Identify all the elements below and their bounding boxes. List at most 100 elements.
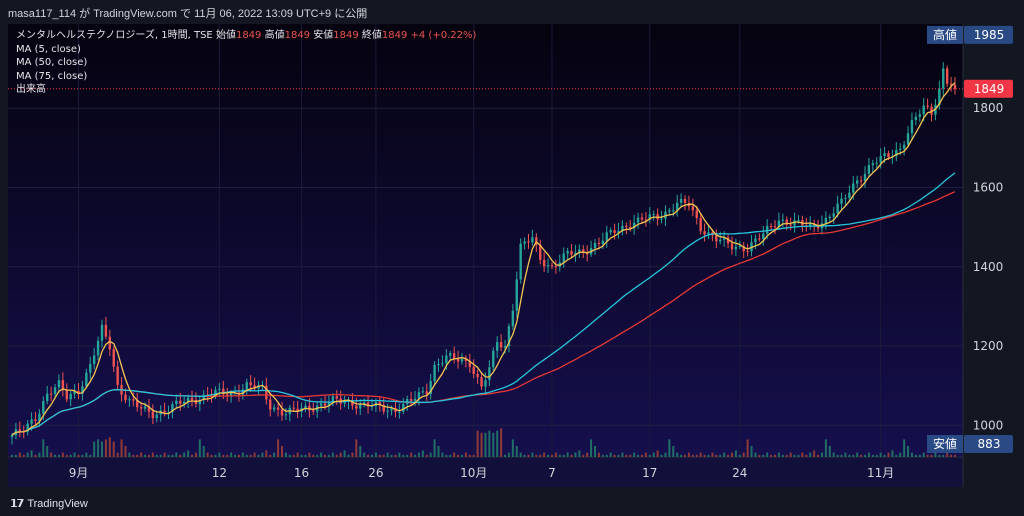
candle-body — [202, 394, 205, 401]
x-tick-label: 11月 — [867, 466, 894, 480]
candle-body — [926, 105, 929, 107]
candle-body — [241, 389, 245, 395]
volume-bar — [324, 454, 327, 457]
volume-bar — [449, 454, 452, 457]
volume-bar — [605, 454, 608, 457]
volume-bar — [836, 454, 839, 457]
volume-bar — [183, 452, 186, 457]
volume-bar — [147, 454, 150, 457]
volume-bar — [167, 454, 170, 457]
candle-body — [49, 393, 53, 395]
candle-body — [644, 219, 648, 221]
y-tick-label: 1400 — [973, 260, 1004, 274]
publish-bar: masa117_114 が TradingView.com で 11月 06, … — [0, 0, 1024, 24]
volume-bar — [296, 452, 299, 457]
legend-ma50[interactable]: MA (50, close) — [16, 57, 88, 68]
candle-body — [226, 394, 229, 396]
volume-bar — [727, 454, 730, 457]
candle-body — [942, 68, 945, 89]
volume-bar — [468, 454, 471, 457]
candle-body — [359, 404, 362, 409]
x-tick-label: 9月 — [69, 466, 89, 480]
candle-body — [828, 216, 831, 218]
volume-bar — [570, 454, 573, 457]
legend-high-value: 1849 — [284, 30, 311, 41]
volume-bar — [11, 454, 13, 457]
candle-body — [527, 241, 530, 243]
volume-bar — [402, 454, 405, 457]
volume-bar — [374, 452, 377, 457]
volume-bar — [128, 452, 131, 457]
volume-bar — [226, 454, 229, 457]
volume-bar — [617, 454, 620, 457]
candle-body — [38, 413, 41, 422]
candle-body — [675, 202, 679, 211]
y-tick-label: 1000 — [973, 418, 1004, 432]
volume-bar — [253, 452, 256, 457]
volume-bar — [699, 452, 702, 457]
volume-bar — [359, 446, 362, 457]
candle-body — [844, 197, 847, 199]
candle-body — [167, 412, 170, 414]
candle-body — [519, 243, 522, 280]
volume-bar — [805, 454, 808, 457]
volume-bar — [116, 452, 119, 457]
candle-body — [875, 162, 878, 164]
y-tick-label: 1800 — [973, 101, 1004, 115]
candle-body — [511, 310, 515, 327]
candle-body — [730, 243, 734, 250]
publish-line: masa117_114 が TradingView.com で 11月 06, … — [8, 8, 368, 20]
candle-body — [617, 230, 620, 233]
candle-body — [539, 244, 542, 260]
volume-bar — [414, 454, 417, 457]
volume-bar — [61, 452, 64, 457]
volume-bar — [687, 452, 690, 457]
volume-bar — [547, 454, 550, 457]
volume-bar — [108, 437, 111, 457]
volume-bar — [562, 454, 565, 457]
volume-bar — [234, 454, 237, 457]
tradingview-logo[interactable]: 𝟭𝟳 TradingView — [10, 497, 88, 510]
legend-volume[interactable]: 出来高 — [16, 84, 46, 95]
volume-bar — [848, 454, 851, 457]
volume-bar — [766, 452, 769, 457]
volume-bar — [237, 454, 240, 457]
volume-bar — [918, 454, 921, 457]
candle-body — [507, 326, 511, 347]
volume-bar — [640, 454, 643, 457]
candle-body — [722, 237, 726, 240]
volume-bar — [574, 452, 577, 457]
candle-body — [609, 230, 612, 233]
volume-bar — [746, 439, 749, 457]
legend-ma5[interactable]: MA (5, close) — [16, 43, 81, 55]
candle-body — [750, 242, 753, 252]
candle-body — [386, 410, 389, 412]
volume-bar — [828, 446, 831, 457]
candle-body — [409, 398, 413, 401]
volume-bar — [363, 452, 366, 457]
candle-body — [151, 411, 155, 419]
candle-body — [660, 218, 663, 220]
candle-body — [42, 401, 45, 414]
volume-bar — [104, 439, 107, 457]
candle-body — [18, 429, 22, 432]
candle-body — [762, 233, 765, 239]
candle-body — [554, 266, 558, 268]
volume-bar — [77, 454, 80, 457]
volume-bar — [171, 454, 174, 457]
volume-bar — [85, 452, 88, 457]
candle-body — [648, 214, 651, 220]
volume-bar — [703, 454, 706, 457]
price-chart[interactable]: 10001200140016001800JPY9月12162610月717241… — [8, 24, 1016, 487]
volume-bar — [543, 452, 546, 457]
candle-body — [136, 400, 139, 408]
candle-body — [218, 388, 221, 390]
volume-bar — [554, 452, 557, 457]
candle-body — [922, 105, 925, 115]
legend-ma75[interactable]: MA (75, close) — [16, 70, 88, 82]
candle-body — [319, 403, 323, 406]
x-tick-label: 16 — [294, 466, 309, 480]
volume-bar — [222, 454, 225, 457]
x-tick-label: 12 — [212, 466, 227, 480]
volume-bar — [144, 454, 147, 457]
